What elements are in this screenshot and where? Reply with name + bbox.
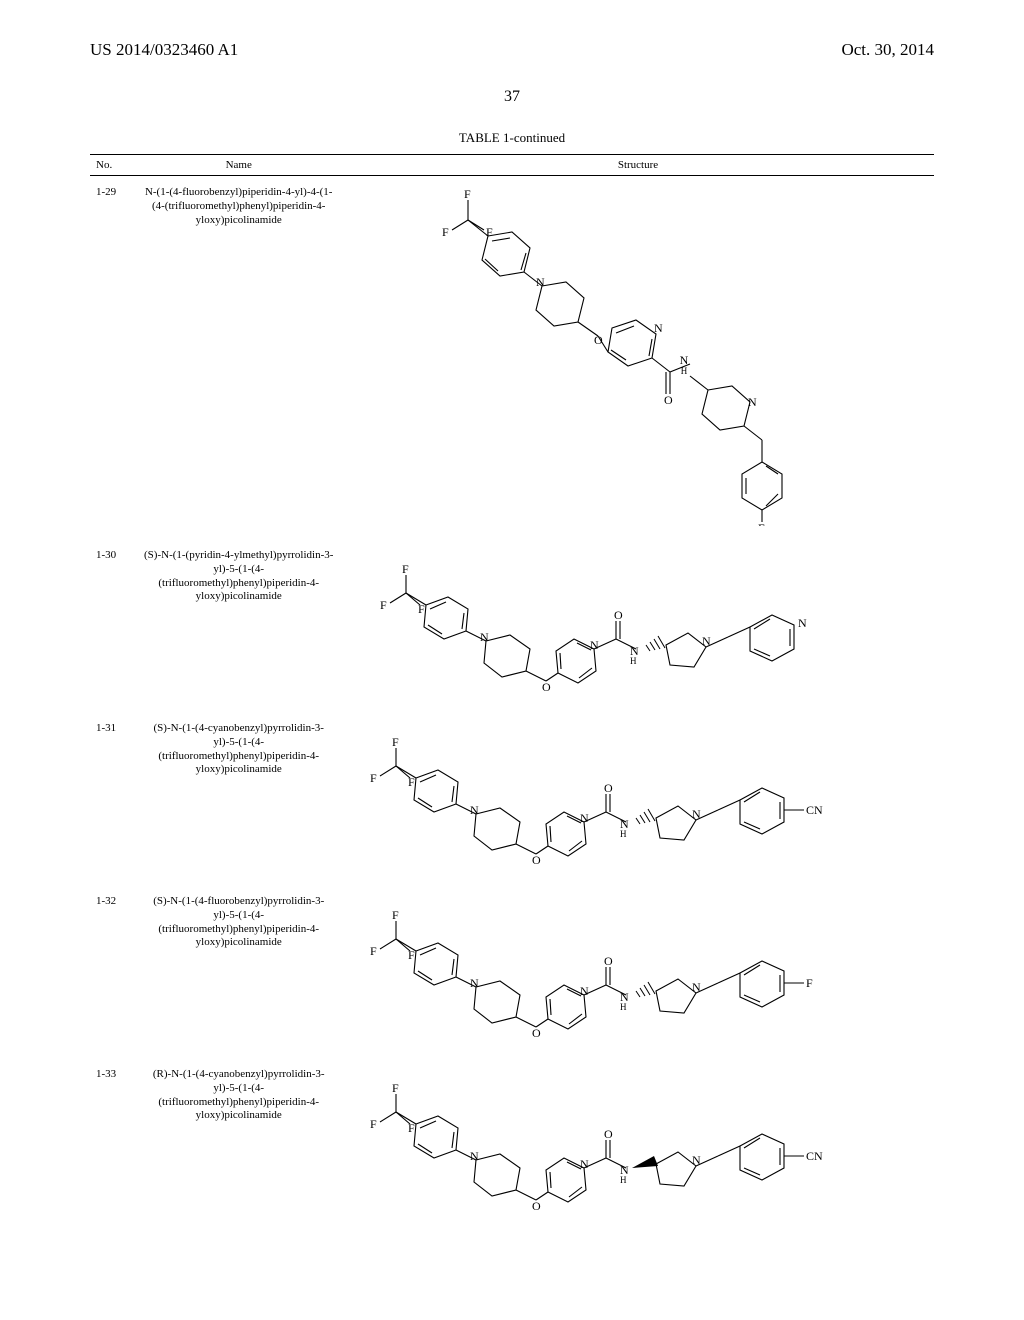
svg-text:N: N — [590, 638, 599, 652]
svg-text:O: O — [604, 1127, 613, 1141]
compound-number: 1-32 — [90, 885, 135, 1058]
publication-date: Oct. 30, 2014 — [841, 40, 934, 60]
page-header: US 2014/0323460 A1 Oct. 30, 2014 — [90, 40, 934, 60]
svg-text:N: N — [470, 976, 479, 990]
atom-label-o: O — [594, 333, 603, 347]
compound-number: 1-29 — [90, 176, 135, 540]
svg-text:N: N — [692, 980, 701, 994]
structure-svg-1-31: F F F N O N O N H N CN — [348, 722, 928, 872]
svg-text:N: N — [480, 630, 489, 644]
svg-text:O: O — [604, 954, 613, 968]
svg-text:H: H — [630, 656, 637, 666]
svg-text:N: N — [702, 634, 711, 648]
svg-text:F: F — [402, 562, 409, 576]
svg-text:N: N — [580, 984, 589, 998]
svg-text:O: O — [614, 608, 623, 622]
compound-number: 1-30 — [90, 539, 135, 712]
svg-text:F: F — [418, 602, 425, 616]
svg-text:H: H — [620, 1175, 627, 1185]
svg-text:H: H — [620, 829, 627, 839]
structure-svg-1-30: F F F N O N O N H N N — [358, 549, 918, 699]
atom-label-f: F — [442, 225, 449, 239]
compound-structure: F F F N O N N H O N F — [342, 176, 934, 540]
compound-number: 1-33 — [90, 1058, 135, 1231]
svg-text:F: F — [392, 908, 399, 922]
table-row: 1-32 (S)-N-(1-(4-fluorobenzyl)pyrrolidin… — [90, 885, 934, 1058]
compound-structure: F F F N O N O N H N N — [342, 539, 934, 712]
svg-text:O: O — [604, 781, 613, 795]
svg-text:F: F — [370, 771, 377, 785]
table-row: 1-33 (R)-N-(1-(4-cyanobenzyl)pyrrolidin-… — [90, 1058, 934, 1231]
atom-label-f: F — [486, 225, 493, 239]
structure-svg-1-33: F F F N O N O N H N CN — [348, 1068, 928, 1218]
svg-text:N: N — [692, 807, 701, 821]
compound-name: (S)-N-(1-(pyridin-4-ylmethyl)pyrrolidin-… — [135, 539, 342, 712]
atom-label-n: N — [536, 275, 545, 289]
structure-svg-1-32: F F F N O N O N H N F — [348, 895, 928, 1045]
svg-text:CN: CN — [806, 803, 823, 817]
atom-label-f: F — [758, 521, 765, 526]
svg-text:F: F — [392, 1081, 399, 1095]
svg-text:O: O — [532, 853, 541, 867]
svg-text:O: O — [532, 1026, 541, 1040]
svg-text:F: F — [408, 775, 415, 789]
compound-name: N-(1-(4-fluorobenzyl)piperidin-4-yl)-4-(… — [135, 176, 342, 540]
svg-text:O: O — [542, 680, 551, 694]
atom-label-n: N — [654, 321, 663, 335]
atom-label-nh: N — [680, 353, 689, 367]
publication-number: US 2014/0323460 A1 — [90, 40, 238, 60]
svg-text:F: F — [408, 1121, 415, 1135]
svg-text:F: F — [380, 598, 387, 612]
svg-text:H: H — [620, 1002, 627, 1012]
col-header-structure: Structure — [342, 155, 934, 176]
table-row: 1-30 (S)-N-(1-(pyridin-4-ylmethyl)pyrrol… — [90, 539, 934, 712]
svg-text:N: N — [798, 616, 807, 630]
table-row: 1-29 N-(1-(4-fluorobenzyl)piperidin-4-yl… — [90, 176, 934, 540]
structure-svg-1-29: F F F N O N N H O N F — [408, 186, 868, 526]
svg-text:N: N — [470, 1149, 479, 1163]
svg-text:N: N — [470, 803, 479, 817]
compound-number: 1-31 — [90, 712, 135, 885]
compound-name: (S)-N-(1-(4-fluorobenzyl)pyrrolidin-3-yl… — [135, 885, 342, 1058]
svg-text:F: F — [370, 1117, 377, 1131]
page-number: 37 — [90, 88, 934, 106]
compound-table: No. Name Structure 1-29 N-(1-(4-fluorobe… — [90, 154, 934, 1231]
compound-structure: F F F N O N O N H N F — [342, 885, 934, 1058]
compound-structure: F F F N O N O N H N CN — [342, 1058, 934, 1231]
svg-text:F: F — [370, 944, 377, 958]
svg-text:F: F — [408, 948, 415, 962]
compound-structure: F F F N O N O N H N CN — [342, 712, 934, 885]
svg-text:N: N — [580, 1157, 589, 1171]
table-caption: TABLE 1-continued — [90, 130, 934, 146]
atom-label-h: H — [681, 366, 688, 376]
svg-text:CN: CN — [806, 1149, 823, 1163]
atom-label-o: O — [664, 393, 673, 407]
col-header-name: Name — [135, 155, 342, 176]
svg-text:O: O — [532, 1199, 541, 1213]
svg-text:F: F — [392, 735, 399, 749]
compound-name: (S)-N-(1-(4-cyanobenzyl)pyrrolidin-3-yl)… — [135, 712, 342, 885]
table-header-row: No. Name Structure — [90, 155, 934, 176]
svg-text:F: F — [806, 976, 813, 990]
svg-text:N: N — [580, 811, 589, 825]
col-header-no: No. — [90, 155, 135, 176]
table-row: 1-31 (S)-N-(1-(4-cyanobenzyl)pyrrolidin-… — [90, 712, 934, 885]
page: US 2014/0323460 A1 Oct. 30, 2014 37 TABL… — [0, 0, 1024, 1320]
svg-text:N: N — [692, 1153, 701, 1167]
atom-label-f: F — [464, 187, 471, 201]
atom-label-n: N — [748, 395, 757, 409]
compound-name: (R)-N-(1-(4-cyanobenzyl)pyrrolidin-3-yl)… — [135, 1058, 342, 1231]
